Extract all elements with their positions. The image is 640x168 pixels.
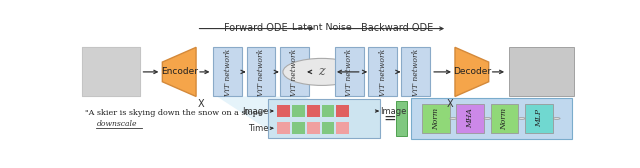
Text: "A skier is skying down the snow on a slope": "A skier is skying down the snow on a sl… bbox=[85, 109, 266, 117]
Text: ViT network: ViT network bbox=[379, 48, 387, 96]
FancyBboxPatch shape bbox=[337, 105, 349, 117]
FancyBboxPatch shape bbox=[411, 98, 572, 139]
FancyBboxPatch shape bbox=[277, 105, 290, 117]
FancyBboxPatch shape bbox=[280, 47, 308, 96]
FancyBboxPatch shape bbox=[269, 99, 380, 138]
Text: Image: Image bbox=[380, 107, 406, 116]
Text: MLP: MLP bbox=[535, 110, 543, 128]
Polygon shape bbox=[217, 96, 372, 133]
Text: downscale: downscale bbox=[97, 120, 137, 128]
Text: Norm: Norm bbox=[432, 107, 440, 130]
FancyBboxPatch shape bbox=[491, 104, 518, 133]
Text: Decoder: Decoder bbox=[452, 67, 491, 76]
Text: Encoder: Encoder bbox=[161, 67, 198, 76]
FancyBboxPatch shape bbox=[422, 104, 450, 133]
Circle shape bbox=[518, 118, 525, 119]
Text: =: = bbox=[383, 111, 396, 126]
Text: Forward ODE: Forward ODE bbox=[224, 23, 288, 33]
Text: ViT network: ViT network bbox=[346, 48, 353, 96]
FancyBboxPatch shape bbox=[401, 47, 430, 96]
FancyBboxPatch shape bbox=[525, 104, 553, 133]
FancyBboxPatch shape bbox=[321, 122, 335, 134]
Text: Norm: Norm bbox=[500, 107, 509, 130]
Circle shape bbox=[450, 118, 457, 119]
FancyBboxPatch shape bbox=[509, 47, 573, 96]
Text: Time: Time bbox=[248, 124, 269, 133]
FancyBboxPatch shape bbox=[335, 47, 364, 96]
FancyBboxPatch shape bbox=[307, 105, 319, 117]
Polygon shape bbox=[163, 47, 196, 96]
Text: ViT network: ViT network bbox=[412, 48, 420, 96]
Text: MHA: MHA bbox=[467, 109, 474, 128]
FancyBboxPatch shape bbox=[456, 104, 484, 133]
FancyBboxPatch shape bbox=[83, 47, 140, 96]
Text: ViT network: ViT network bbox=[224, 48, 232, 96]
FancyBboxPatch shape bbox=[246, 47, 275, 96]
Text: z: z bbox=[319, 65, 325, 78]
Polygon shape bbox=[455, 47, 489, 96]
Text: ViT network: ViT network bbox=[291, 48, 298, 96]
Text: X: X bbox=[198, 99, 204, 109]
FancyBboxPatch shape bbox=[307, 122, 319, 134]
Text: Backward ODE: Backward ODE bbox=[362, 23, 433, 33]
Text: X: X bbox=[447, 99, 453, 109]
Circle shape bbox=[484, 118, 491, 119]
FancyBboxPatch shape bbox=[292, 105, 305, 117]
FancyBboxPatch shape bbox=[277, 122, 290, 134]
FancyBboxPatch shape bbox=[321, 105, 335, 117]
FancyBboxPatch shape bbox=[337, 122, 349, 134]
FancyBboxPatch shape bbox=[292, 122, 305, 134]
Text: Latent Noise: Latent Noise bbox=[292, 23, 351, 32]
FancyBboxPatch shape bbox=[396, 101, 408, 136]
Ellipse shape bbox=[283, 58, 361, 85]
Text: ViT network: ViT network bbox=[257, 48, 265, 96]
FancyBboxPatch shape bbox=[213, 47, 242, 96]
Circle shape bbox=[553, 118, 560, 119]
Text: Image: Image bbox=[242, 107, 269, 116]
FancyBboxPatch shape bbox=[368, 47, 397, 96]
